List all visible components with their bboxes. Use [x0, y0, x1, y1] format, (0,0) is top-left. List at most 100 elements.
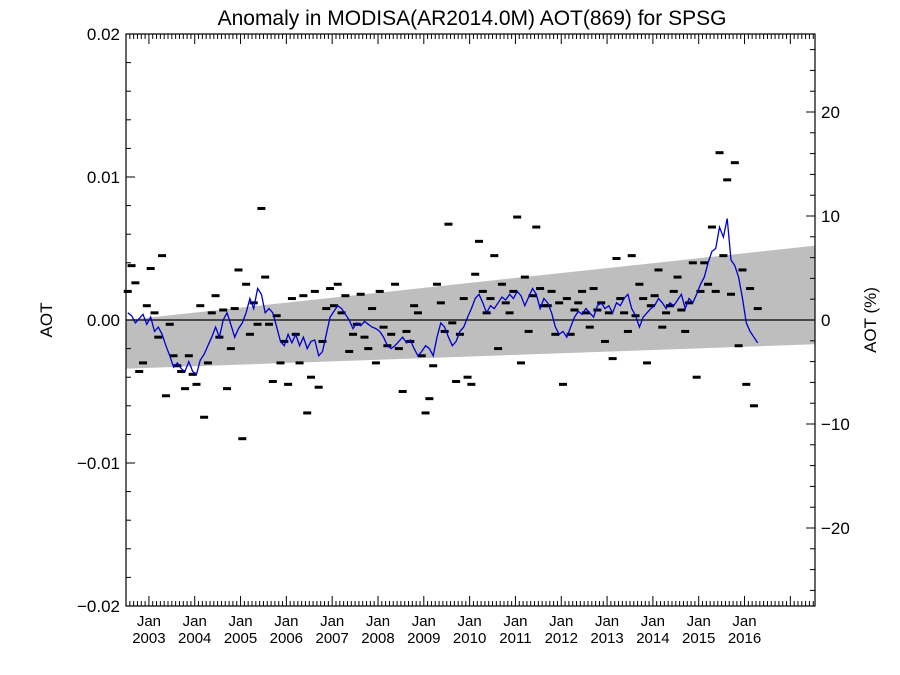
- monthly-point: [349, 332, 358, 336]
- monthly-point: [620, 311, 629, 315]
- monthly-point: [730, 161, 739, 165]
- monthly-point: [749, 404, 758, 408]
- monthly-point: [249, 301, 258, 305]
- monthly-point: [368, 307, 377, 311]
- monthly-point: [585, 325, 594, 329]
- x-tick-year: 2010: [453, 630, 486, 647]
- monthly-point: [692, 375, 701, 379]
- monthly-point: [646, 304, 655, 308]
- x-tick-month: Jan: [412, 613, 436, 630]
- monthly-point: [707, 225, 716, 229]
- monthly-point: [417, 354, 426, 358]
- monthly-point: [658, 325, 667, 329]
- monthly-point: [425, 397, 434, 401]
- monthly-point: [665, 304, 674, 308]
- y2-tick-label: 0: [821, 311, 830, 330]
- monthly-point: [272, 314, 281, 318]
- monthly-point: [559, 382, 568, 386]
- monthly-point: [486, 297, 495, 301]
- y-tick-label: 0.02: [87, 25, 120, 44]
- monthly-point: [207, 311, 216, 315]
- monthly-point: [352, 322, 361, 326]
- monthly-point: [478, 289, 487, 293]
- monthly-point: [284, 382, 293, 386]
- monthly-point: [200, 415, 209, 419]
- monthly-point: [555, 301, 564, 305]
- monthly-point: [139, 361, 148, 365]
- monthly-point: [524, 329, 533, 333]
- monthly-point: [696, 289, 705, 293]
- monthly-point: [333, 282, 342, 286]
- monthly-point: [387, 332, 396, 336]
- monthly-point: [463, 375, 472, 379]
- monthly-point: [142, 304, 151, 308]
- monthly-point: [688, 261, 697, 265]
- monthly-point: [165, 322, 174, 326]
- monthly-point: [280, 339, 289, 343]
- monthly-point: [173, 364, 182, 368]
- monthly-point: [276, 361, 285, 365]
- monthly-point: [135, 369, 144, 373]
- monthly-point: [287, 297, 296, 301]
- monthly-point: [230, 307, 239, 311]
- monthly-point: [364, 347, 373, 351]
- x-tick-month: Jan: [549, 613, 573, 630]
- x-tick-year: 2016: [728, 630, 761, 647]
- monthly-point: [444, 222, 453, 226]
- monthly-point: [371, 361, 380, 365]
- monthly-point: [505, 311, 514, 315]
- x-tick-month: Jan: [595, 613, 619, 630]
- monthly-point: [429, 364, 438, 368]
- x-tick-month: Jan: [137, 613, 161, 630]
- monthly-point: [467, 382, 476, 386]
- monthly-point: [169, 354, 178, 358]
- monthly-point: [299, 294, 308, 298]
- monthly-point: [379, 325, 388, 329]
- monthly-point: [234, 268, 243, 272]
- monthly-point: [574, 301, 583, 305]
- monthly-point: [742, 382, 751, 386]
- monthly-point: [494, 347, 503, 351]
- monthly-point: [238, 437, 247, 441]
- x-axis-ticks: Jan2003Jan2004Jan2005Jan2006Jan2007Jan20…: [125, 34, 814, 647]
- monthly-point: [715, 151, 724, 155]
- chart-title: Anomaly in MODISA(AR2014.0M) AOT(869) fo…: [218, 7, 727, 30]
- x-tick-month: Jan: [503, 613, 527, 630]
- monthly-point: [307, 375, 316, 379]
- monthly-point: [375, 289, 384, 293]
- x-tick-month: Jan: [458, 613, 482, 630]
- x-tick-year: 2012: [545, 630, 578, 647]
- x-tick-month: Jan: [274, 613, 298, 630]
- monthly-point: [345, 349, 354, 353]
- monthly-point: [650, 294, 659, 298]
- y-tick-label: 0.00: [87, 311, 120, 330]
- x-tick-year: 2003: [132, 630, 165, 647]
- monthly-point: [719, 254, 728, 258]
- y-axis-label: AOT: [37, 303, 56, 338]
- monthly-point: [681, 329, 690, 333]
- monthly-points: [123, 151, 762, 441]
- y2-tick-label: 10: [821, 207, 840, 226]
- monthly-point: [394, 347, 403, 351]
- monthly-point: [727, 292, 736, 296]
- monthly-point: [627, 254, 636, 258]
- y2-tick-label: −20: [821, 519, 850, 538]
- monthly-point: [746, 287, 755, 291]
- monthly-point: [433, 282, 442, 286]
- monthly-point: [578, 289, 587, 293]
- monthly-point: [181, 387, 190, 391]
- monthly-point: [497, 282, 506, 286]
- monthly-point: [471, 272, 480, 276]
- monthly-point: [131, 281, 140, 285]
- monthly-point: [734, 344, 743, 348]
- y-tick-label: −0.02: [77, 597, 120, 616]
- monthly-point: [184, 354, 193, 358]
- monthly-point: [654, 268, 663, 272]
- monthly-point: [551, 332, 560, 336]
- monthly-point: [303, 411, 312, 415]
- monthly-point: [226, 347, 235, 351]
- monthly-point: [158, 254, 167, 258]
- monthly-point: [295, 361, 304, 365]
- monthly-point: [673, 275, 682, 279]
- x-tick-month: Jan: [732, 613, 756, 630]
